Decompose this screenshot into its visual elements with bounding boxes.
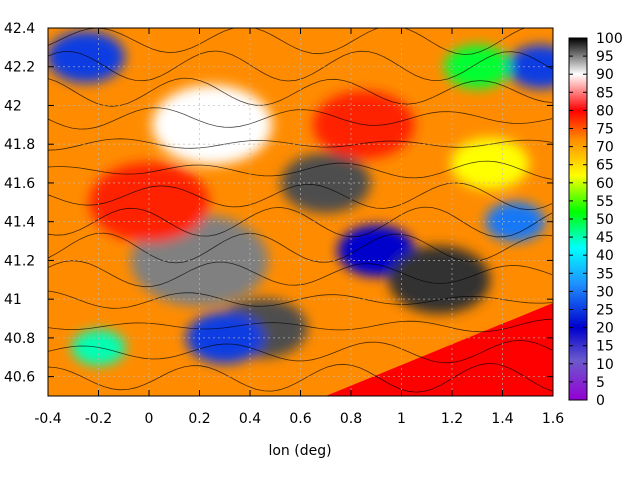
colorbar-tick-label: 0 xyxy=(596,393,605,409)
colorbar-axis: 0 5 10 15 20 25 30 35 40 45 50 55 60 65 70 75 80 85 90 95 10… xyxy=(569,31,623,409)
y-tick-label: 41.8 xyxy=(4,137,35,153)
x-tick-label: -0.4 xyxy=(34,411,61,427)
contour-line xyxy=(48,182,553,211)
colorbar-tick-label: 25 xyxy=(596,303,614,319)
colorbar-tick-label: 20 xyxy=(596,321,614,337)
heatmap-sea xyxy=(325,303,553,396)
contour-line xyxy=(48,363,553,393)
contour-lines xyxy=(48,28,553,393)
x-tick-label: 1.6 xyxy=(542,411,564,427)
x-axis-label: lon (deg) xyxy=(268,443,331,459)
contour-line xyxy=(48,232,553,264)
colorbar-tick-label: 70 xyxy=(596,140,614,156)
contour-line xyxy=(48,318,553,333)
colorbar-tick-label: 35 xyxy=(596,266,614,282)
x-tick-label: -0.2 xyxy=(85,411,112,427)
contour-line xyxy=(48,160,553,180)
grid-lines xyxy=(48,28,553,396)
colorbar-tick-label: 80 xyxy=(596,103,614,119)
y-axis: 40.6 40.8 41 41.2 41.4 41.6 41.8 42 42.2 42.4 xyxy=(4,21,553,386)
contour-line xyxy=(48,138,553,151)
colorbar-tick-label: 40 xyxy=(596,248,614,264)
heatmap-region xyxy=(507,44,553,89)
colorbar-tick-label: 85 xyxy=(596,85,614,101)
x-tick-label: 1.2 xyxy=(441,411,463,427)
colorbar-tick-label: 75 xyxy=(596,122,614,138)
heatmap-region xyxy=(388,245,491,314)
contour-line xyxy=(48,260,553,288)
colorbar-tick-label: 95 xyxy=(596,49,614,65)
x-tick-label: 1 xyxy=(397,411,406,427)
heatmap-region xyxy=(485,201,546,242)
colorbar-tick-label: 100 xyxy=(596,31,623,47)
y-tick-label: 41.4 xyxy=(4,215,35,231)
contour-line xyxy=(48,107,553,130)
x-tick-label: 1.4 xyxy=(491,411,513,427)
colorbar-tick-label: 15 xyxy=(596,339,614,355)
y-tick-label: 42.4 xyxy=(4,21,35,37)
contour-line xyxy=(48,28,526,55)
colorbar-tick-label: 5 xyxy=(596,375,605,391)
heatmap-region xyxy=(89,162,209,243)
x-axis: -0.4 -0.2 0 0.2 0.4 0.6 0.8 1 1.2 1.4 1.6 xyxy=(34,28,564,427)
contour-line xyxy=(48,50,553,82)
y-tick-label: 42.2 xyxy=(4,60,35,76)
y-tick-label: 40.6 xyxy=(4,370,35,386)
contour-line xyxy=(48,77,553,107)
y-tick-label: 41.2 xyxy=(4,253,35,269)
y-tick-label: 41 xyxy=(4,292,22,308)
heatmap-region xyxy=(450,137,529,190)
x-tick-label: 0.4 xyxy=(239,411,261,427)
colorbar-tick-label: 60 xyxy=(596,176,614,192)
colorbar-tick-label: 90 xyxy=(596,67,614,83)
x-tick-label: 0.8 xyxy=(340,411,362,427)
x-tick-label: 0.6 xyxy=(289,411,311,427)
y-tick-label: 40.8 xyxy=(4,331,35,347)
colorbar-tick-label: 30 xyxy=(596,284,614,300)
colorbar-tick-label: 45 xyxy=(596,230,614,246)
x-tick-label: 0 xyxy=(145,411,154,427)
contour-line xyxy=(48,339,553,364)
colorbar-tick-label: 65 xyxy=(596,158,614,174)
colorbar-tick-label: 10 xyxy=(596,357,614,373)
colorbar-tick-label: 55 xyxy=(596,194,614,210)
plot-area xyxy=(48,28,553,396)
heatmap-region xyxy=(48,31,125,84)
contour-line xyxy=(48,206,553,238)
x-tick-label: 0.2 xyxy=(188,411,210,427)
y-tick-label: 42 xyxy=(4,98,22,114)
y-tick-label: 41.6 xyxy=(4,176,35,192)
heatmap-region xyxy=(444,44,511,89)
colorbar-tick-label: 50 xyxy=(596,212,614,228)
